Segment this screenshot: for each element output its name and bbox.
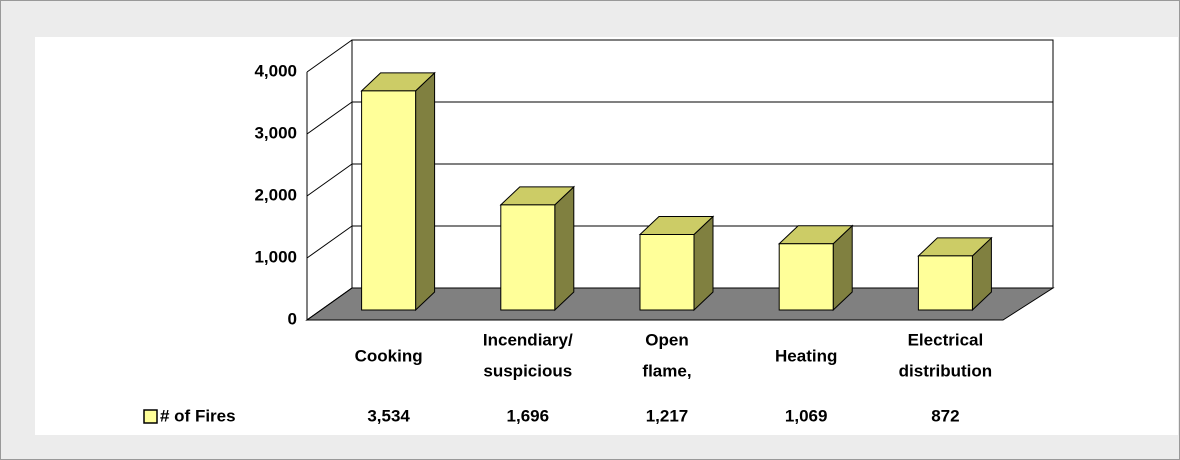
data-table-value: 1,217 (646, 406, 689, 425)
y-tick-label: 2,000 (254, 185, 297, 204)
bar-face (415, 71, 436, 312)
x-tick-label: Electrical (908, 330, 984, 349)
bar (777, 224, 854, 312)
bar (917, 236, 993, 312)
bar-face (778, 243, 834, 311)
bar-face (554, 185, 575, 312)
x-tick-label: Cooking (355, 346, 423, 365)
grid-line (306, 163, 353, 197)
y-tick-label: 4,000 (254, 61, 297, 80)
y-tick-label: 1,000 (254, 247, 297, 266)
x-tick-label: Heating (775, 346, 837, 365)
x-tick-label: flame, (642, 361, 691, 380)
bar-face (639, 234, 695, 311)
x-tick-label: Open (645, 330, 688, 349)
grid-line (306, 101, 353, 135)
grid-line (306, 39, 353, 73)
data-table-value: 1,696 (507, 406, 550, 425)
bar (499, 185, 576, 312)
legend-label: # of Fires (160, 406, 236, 425)
bar-face (361, 90, 417, 311)
bar (638, 215, 715, 312)
x-tick-label: distribution (899, 361, 992, 380)
bar-face (917, 255, 973, 311)
grid-line (306, 225, 353, 259)
y-tick-label: 0 (288, 309, 297, 328)
data-table-value: 3,534 (367, 406, 410, 425)
data-table-value: 1,069 (785, 406, 828, 425)
bar-face (500, 204, 556, 311)
x-tick-label: Incendiary/ (483, 330, 573, 349)
bar (360, 71, 436, 312)
data-table-value: 872 (931, 406, 959, 425)
grid-line (306, 287, 353, 321)
x-tick-label: suspicious (483, 361, 572, 380)
y-tick-label: 3,000 (254, 123, 297, 142)
legend-swatch (143, 409, 158, 424)
